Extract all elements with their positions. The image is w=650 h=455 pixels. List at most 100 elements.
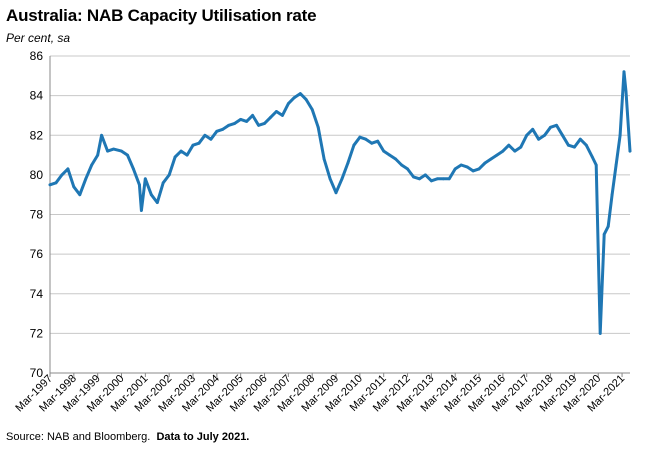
data-point <box>610 193 614 197</box>
y-tick-label: 84 <box>30 89 44 103</box>
data-point <box>358 135 362 139</box>
y-tick-label: 78 <box>30 208 44 222</box>
data-point <box>66 167 70 171</box>
data-point <box>78 193 82 197</box>
data-point <box>370 141 374 145</box>
data-point <box>388 153 392 157</box>
data-point <box>132 167 135 171</box>
data-point <box>60 173 64 177</box>
data-point <box>221 127 225 131</box>
data-point <box>598 332 602 335</box>
data-point <box>140 209 143 212</box>
data-point <box>120 149 123 153</box>
data-point <box>618 133 622 137</box>
data-point <box>292 96 296 99</box>
data-point <box>334 191 338 195</box>
data-point <box>501 149 505 153</box>
data-point <box>233 122 237 125</box>
data-point <box>531 127 535 131</box>
data-coverage-note: Data to July 2021. <box>156 431 250 443</box>
data-point <box>447 177 451 181</box>
data-point <box>209 137 213 141</box>
data-point <box>340 177 344 181</box>
data-point <box>215 129 219 133</box>
data-point <box>525 133 529 137</box>
data-point <box>507 143 511 147</box>
data-point <box>287 102 290 105</box>
data-point <box>245 120 249 123</box>
data-point <box>578 137 582 141</box>
data-point <box>84 177 88 181</box>
data-point <box>239 118 243 121</box>
data-point <box>352 143 356 147</box>
data-point <box>298 92 302 95</box>
data-point <box>584 143 588 147</box>
data-point <box>594 163 598 167</box>
data-point <box>555 123 558 127</box>
data-point <box>400 163 403 167</box>
data-point <box>197 141 201 145</box>
data-point <box>441 177 445 181</box>
data-point <box>483 161 487 165</box>
data-point <box>48 183 52 187</box>
y-axis: 70 72 74 76 78 80 82 84 86 <box>30 49 51 380</box>
data-point <box>72 185 76 189</box>
data-point <box>126 153 129 157</box>
data-point <box>155 201 159 205</box>
data-point <box>435 177 439 181</box>
data-point <box>263 122 266 125</box>
data-point <box>269 116 272 119</box>
data-point <box>149 193 153 197</box>
data-point <box>602 232 606 236</box>
data-point <box>167 173 171 177</box>
plot-area <box>48 70 632 335</box>
data-point <box>406 167 409 171</box>
data-point <box>179 149 183 153</box>
data-point <box>257 123 260 127</box>
y-tick-label: 76 <box>30 247 44 261</box>
data-point <box>628 149 632 153</box>
data-point <box>465 165 469 169</box>
data-point <box>364 137 368 141</box>
data-point <box>495 153 499 157</box>
y-tick-label: 80 <box>30 168 44 182</box>
data-point <box>561 133 564 137</box>
data-point <box>316 125 320 129</box>
data-point <box>606 225 610 228</box>
data-point <box>112 147 115 151</box>
data-point <box>622 70 626 74</box>
data-point <box>418 177 421 181</box>
data-point <box>382 149 386 153</box>
data-point <box>489 157 493 161</box>
chart-title: Australia: NAB Capacity Utilisation rate <box>6 6 317 25</box>
data-point <box>376 139 380 143</box>
data-point <box>573 145 576 149</box>
data-point <box>54 181 58 185</box>
data-point <box>412 175 415 179</box>
data-point <box>424 173 427 177</box>
data-point <box>567 143 570 147</box>
source-text: Source: NAB and Bloomberg. <box>6 431 151 443</box>
data-point <box>430 179 433 183</box>
y-tick-label: 72 <box>30 326 44 340</box>
y-tick-label: 74 <box>30 287 44 301</box>
data-point <box>90 163 94 167</box>
data-point <box>477 167 481 171</box>
data-point <box>304 98 308 101</box>
data-point <box>138 183 141 187</box>
data-point <box>310 108 314 111</box>
data-point <box>251 114 255 117</box>
gridlines <box>50 55 630 334</box>
data-point <box>191 143 195 147</box>
data-point <box>185 153 189 157</box>
data-point <box>537 137 540 141</box>
data-point <box>227 123 231 127</box>
data-point <box>173 155 177 159</box>
y-tick-label: 86 <box>30 49 44 63</box>
data-point <box>106 149 109 153</box>
data-point <box>275 110 278 113</box>
source-note: Source: NAB and Bloomberg. Data to July … <box>6 431 249 443</box>
x-axis: Mar-1997Mar-1998Mar-1999Mar-2000Mar-2001… <box>13 372 630 414</box>
data-point <box>203 133 207 137</box>
